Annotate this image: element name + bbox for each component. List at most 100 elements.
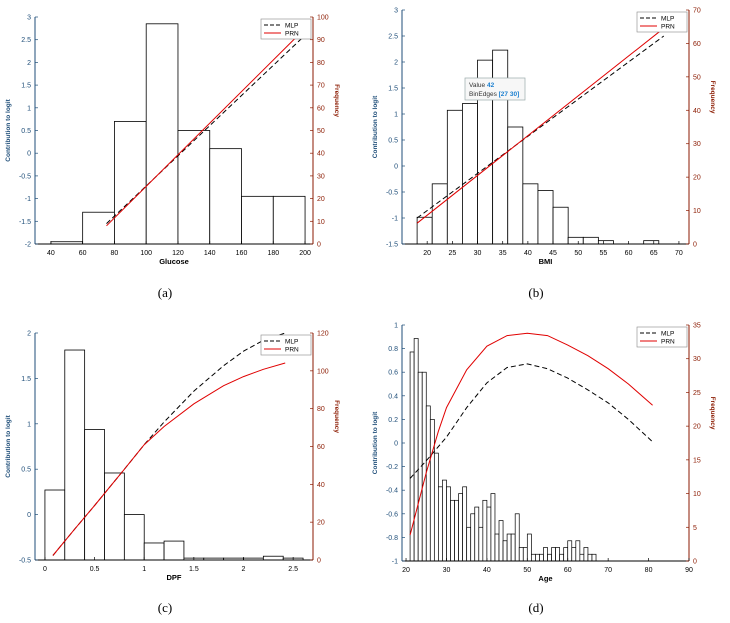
histogram-bar-d [539,553,544,562]
histogram-bar-d [575,540,581,562]
y-tick-label-a: -1 [25,196,31,203]
y-tick-label-b: 0 [394,164,398,171]
y-tick-label-d: 0 [394,441,398,448]
x-tick-label-a: 180 [267,250,279,257]
y-tick-label-a: -2 [25,242,31,249]
legend-label-prn-b: PRN [661,24,675,31]
y-tick-label-b: 2 [394,60,398,67]
histogram-bar-b [567,236,584,245]
x-tick-label-b: 50 [574,250,582,257]
y2-tick-label-a: 10 [317,219,325,226]
y-tick-label-b: 2.5 [388,34,398,41]
histogram-bar-d [474,506,480,562]
y2-tick-label-d: 15 [693,457,701,464]
y-tick-label-d: -0.4 [386,488,398,495]
y-tick-label-b: -0.5 [386,190,398,197]
y2-axis-label-a: Frequency [333,84,340,117]
y-tick-label-a: 3 [27,15,31,22]
x-axis-label-b: BMI [539,257,553,266]
histogram-bar-d [547,553,552,562]
legend-box-b [636,11,688,33]
y-tick-label-a: -0.5 [19,173,31,180]
x-tick-label-d: 50 [523,567,531,574]
y-tick-label-d: 1 [394,323,398,330]
x-tick-label-c: 2.5 [288,566,298,573]
histogram-bar-d [498,520,504,562]
y2-tick-label-b: 70 [693,8,701,15]
y2-tick-label-d: 5 [693,525,697,532]
prn-curve-b [416,27,665,224]
x-tick-label-b: 25 [448,250,456,257]
histogram-bar-a [272,195,306,245]
histogram-bar-b [582,236,599,245]
histogram-bar-d [522,547,528,562]
y2-tick-label-b: 50 [693,74,701,81]
histogram-bar-a [114,121,147,245]
histogram-bar-c [104,472,125,561]
y2-tick-label-a: 50 [317,128,325,135]
x-tick-label-a: 200 [299,250,311,257]
histogram-bar-c [143,542,165,561]
panel-b: 20 25 30 35 40 45 50 55 60 65 70-1.5-1-0.500.511.5… [372,8,716,267]
legend-label-mlp-b: MLP [661,16,674,23]
histogram-bar-d [482,499,488,562]
histogram-bar-a [209,148,242,245]
x-axis-label-c: DPF [167,573,182,582]
histogram-bar-b [597,240,614,245]
legend-box-a [260,18,312,40]
mlp-curve-a [106,34,306,224]
x-tick-label-d: 90 [685,567,693,574]
y2-tick-label-a: 30 [317,173,325,180]
histogram-bar-d [567,540,573,562]
histogram-bar-d [466,526,472,562]
y-tick-label-b: -1.5 [386,242,398,249]
x-tick-label-d: 30 [443,567,451,574]
y-tick-label-a: 1.5 [21,83,31,90]
histogram-bar-a [177,130,211,245]
x-tick-label-a: 120 [172,250,184,257]
legend-label-mlp-c: MLP [285,339,298,346]
x-tick-label-c: 1 [142,566,146,573]
histogram-bar-d [478,526,484,562]
datatip-box [464,77,526,101]
histogram-bar-c [84,429,105,561]
legend-label-prn-a: PRN [285,31,299,38]
y2-tick-label-a: 70 [317,83,325,90]
y-tick-label-c: 0 [27,512,31,519]
x-tick-label-c: 2 [242,566,246,573]
x-tick-label-b: 35 [499,250,507,257]
histogram-bar-c [262,555,284,561]
y2-tick-label-b: 40 [693,108,701,115]
histogram-bar-d [551,547,556,562]
histogram-bar-d [563,547,569,562]
histogram-bar-b [446,109,463,245]
y-tick-label-c: 1.5 [21,376,31,383]
y-tick-label-a: 2.5 [21,37,31,44]
y-tick-label-d: -0.8 [386,535,398,542]
x-tick-label-d: 70 [604,567,612,574]
x-tick-label-d: 80 [645,567,653,574]
histogram-bar-d [531,553,536,562]
histogram-bar-d [438,486,443,562]
x-tick-label-b: 45 [549,250,557,257]
y-tick-label-b: 1.5 [388,86,398,93]
histogram-bar-b [462,103,478,245]
x-tick-label-a: 100 [140,250,152,257]
histogram-bar-b [537,190,554,245]
prn-curve-a [106,28,306,227]
y-tick-label-b: 3 [394,8,398,15]
x-tick-label-b: 30 [474,250,482,257]
y-axis-label-c: Contribution to logit [5,414,12,477]
histogram-bar-c [163,540,185,561]
y2-tick-label-a: 20 [317,196,325,203]
histogram-bar-c [123,514,145,561]
y2-tick-label-b: 0 [693,242,697,249]
y2-tick-label-c: 0 [317,558,321,565]
y2-tick-label-c: 120 [317,331,329,338]
histogram-bar-d [571,547,577,562]
y2-tick-label-d: 20 [693,424,701,431]
caption-b: (b) [528,285,543,300]
y-tick-label-c: -0.5 [19,558,31,565]
histogram-bar-d [425,405,431,562]
x-tick-label-d: 20 [402,567,410,574]
